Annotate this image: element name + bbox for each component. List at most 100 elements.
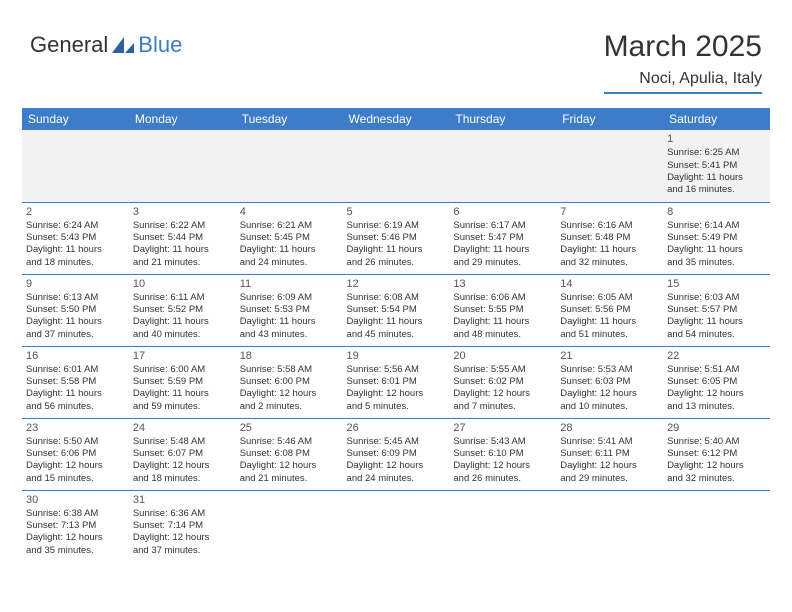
day-number: 12 [347, 277, 446, 291]
sunset-text: Sunset: 6:11 PM [560, 448, 659, 460]
day-number: 9 [26, 277, 125, 291]
daylight-text: and 26 minutes. [347, 257, 446, 269]
weekday-header: Thursday [449, 108, 556, 130]
daylight-text: Daylight: 12 hours [667, 460, 766, 472]
calendar-cell: 13Sunrise: 6:06 AMSunset: 5:55 PMDayligh… [449, 274, 556, 346]
sunset-text: Sunset: 5:45 PM [240, 232, 339, 244]
sunrise-text: Sunrise: 6:19 AM [347, 220, 446, 232]
day-number: 11 [240, 277, 339, 291]
sunrise-text: Sunrise: 6:06 AM [453, 292, 552, 304]
sunset-text: Sunset: 5:48 PM [560, 232, 659, 244]
daylight-text: Daylight: 12 hours [26, 532, 125, 544]
calendar-cell: 23Sunrise: 5:50 AMSunset: 6:06 PMDayligh… [22, 418, 129, 490]
calendar-cell [449, 490, 556, 562]
daylight-text: and 13 minutes. [667, 401, 766, 413]
day-number: 26 [347, 421, 446, 435]
calendar-cell: 24Sunrise: 5:48 AMSunset: 6:07 PMDayligh… [129, 418, 236, 490]
sunrise-text: Sunrise: 6:38 AM [26, 508, 125, 520]
sunset-text: Sunset: 6:05 PM [667, 376, 766, 388]
daylight-text: Daylight: 12 hours [347, 388, 446, 400]
daylight-text: and 32 minutes. [560, 257, 659, 269]
sunrise-text: Sunrise: 5:40 AM [667, 436, 766, 448]
daylight-text: Daylight: 12 hours [560, 388, 659, 400]
daylight-text: Daylight: 12 hours [347, 460, 446, 472]
calendar-cell: 12Sunrise: 6:08 AMSunset: 5:54 PMDayligh… [343, 274, 450, 346]
calendar-cell: 17Sunrise: 6:00 AMSunset: 5:59 PMDayligh… [129, 346, 236, 418]
sunrise-text: Sunrise: 5:43 AM [453, 436, 552, 448]
day-number: 24 [133, 421, 232, 435]
sunrise-text: Sunrise: 6:05 AM [560, 292, 659, 304]
daylight-text: and 37 minutes. [133, 545, 232, 557]
calendar-row: 2Sunrise: 6:24 AMSunset: 5:43 PMDaylight… [22, 202, 770, 274]
sunrise-text: Sunrise: 6:16 AM [560, 220, 659, 232]
calendar-row: 23Sunrise: 5:50 AMSunset: 6:06 PMDayligh… [22, 418, 770, 490]
calendar-row: 30Sunrise: 6:38 AMSunset: 7:13 PMDayligh… [22, 490, 770, 562]
sunrise-text: Sunrise: 5:56 AM [347, 364, 446, 376]
daylight-text: Daylight: 12 hours [453, 388, 552, 400]
day-number: 19 [347, 349, 446, 363]
sunset-text: Sunset: 5:52 PM [133, 304, 232, 316]
calendar-cell [556, 130, 663, 202]
day-number: 5 [347, 205, 446, 219]
daylight-text: and 18 minutes. [26, 257, 125, 269]
day-number: 15 [667, 277, 766, 291]
calendar-cell [343, 130, 450, 202]
daylight-text: Daylight: 11 hours [26, 388, 125, 400]
daylight-text: Daylight: 12 hours [26, 460, 125, 472]
sunset-text: Sunset: 7:13 PM [26, 520, 125, 532]
daylight-text: Daylight: 12 hours [667, 388, 766, 400]
sunset-text: Sunset: 5:43 PM [26, 232, 125, 244]
day-number: 21 [560, 349, 659, 363]
calendar-cell: 9Sunrise: 6:13 AMSunset: 5:50 PMDaylight… [22, 274, 129, 346]
calendar-cell: 3Sunrise: 6:22 AMSunset: 5:44 PMDaylight… [129, 202, 236, 274]
day-number: 17 [133, 349, 232, 363]
sunrise-text: Sunrise: 6:01 AM [26, 364, 125, 376]
daylight-text: and 29 minutes. [453, 257, 552, 269]
sunrise-text: Sunrise: 6:09 AM [240, 292, 339, 304]
daylight-text: and 32 minutes. [667, 473, 766, 485]
calendar-cell: 8Sunrise: 6:14 AMSunset: 5:49 PMDaylight… [663, 202, 770, 274]
daylight-text: Daylight: 11 hours [560, 244, 659, 256]
sunrise-text: Sunrise: 6:14 AM [667, 220, 766, 232]
month-title: March 2025 [604, 30, 762, 64]
calendar-cell: 29Sunrise: 5:40 AMSunset: 6:12 PMDayligh… [663, 418, 770, 490]
day-number: 6 [453, 205, 552, 219]
daylight-text: Daylight: 12 hours [240, 388, 339, 400]
sunrise-text: Sunrise: 6:00 AM [133, 364, 232, 376]
daylight-text: and 18 minutes. [133, 473, 232, 485]
location: Noci, Apulia, Italy [604, 70, 762, 94]
calendar-cell [663, 490, 770, 562]
calendar-cell: 1Sunrise: 6:25 AMSunset: 5:41 PMDaylight… [663, 130, 770, 202]
calendar-cell: 25Sunrise: 5:46 AMSunset: 6:08 PMDayligh… [236, 418, 343, 490]
daylight-text: and 51 minutes. [560, 329, 659, 341]
calendar-row: 16Sunrise: 6:01 AMSunset: 5:58 PMDayligh… [22, 346, 770, 418]
sunset-text: Sunset: 5:50 PM [26, 304, 125, 316]
daylight-text: Daylight: 12 hours [133, 460, 232, 472]
daylight-text: and 37 minutes. [26, 329, 125, 341]
calendar-table: Sunday Monday Tuesday Wednesday Thursday… [22, 108, 770, 562]
daylight-text: and 54 minutes. [667, 329, 766, 341]
calendar-cell: 18Sunrise: 5:58 AMSunset: 6:00 PMDayligh… [236, 346, 343, 418]
calendar-cell: 15Sunrise: 6:03 AMSunset: 5:57 PMDayligh… [663, 274, 770, 346]
sunrise-text: Sunrise: 6:11 AM [133, 292, 232, 304]
sunrise-text: Sunrise: 6:03 AM [667, 292, 766, 304]
sunset-text: Sunset: 5:46 PM [347, 232, 446, 244]
sunrise-text: Sunrise: 5:58 AM [240, 364, 339, 376]
sunset-text: Sunset: 6:10 PM [453, 448, 552, 460]
sunset-text: Sunset: 6:00 PM [240, 376, 339, 388]
sunrise-text: Sunrise: 5:41 AM [560, 436, 659, 448]
day-number: 28 [560, 421, 659, 435]
daylight-text: Daylight: 12 hours [560, 460, 659, 472]
daylight-text: Daylight: 11 hours [133, 388, 232, 400]
day-number: 22 [667, 349, 766, 363]
calendar-cell [129, 130, 236, 202]
daylight-text: Daylight: 11 hours [347, 244, 446, 256]
sunrise-text: Sunrise: 6:24 AM [26, 220, 125, 232]
day-number: 13 [453, 277, 552, 291]
daylight-text: Daylight: 11 hours [347, 316, 446, 328]
day-number: 8 [667, 205, 766, 219]
sunrise-text: Sunrise: 6:22 AM [133, 220, 232, 232]
calendar-cell [236, 130, 343, 202]
calendar-cell: 5Sunrise: 6:19 AMSunset: 5:46 PMDaylight… [343, 202, 450, 274]
calendar-cell [22, 130, 129, 202]
